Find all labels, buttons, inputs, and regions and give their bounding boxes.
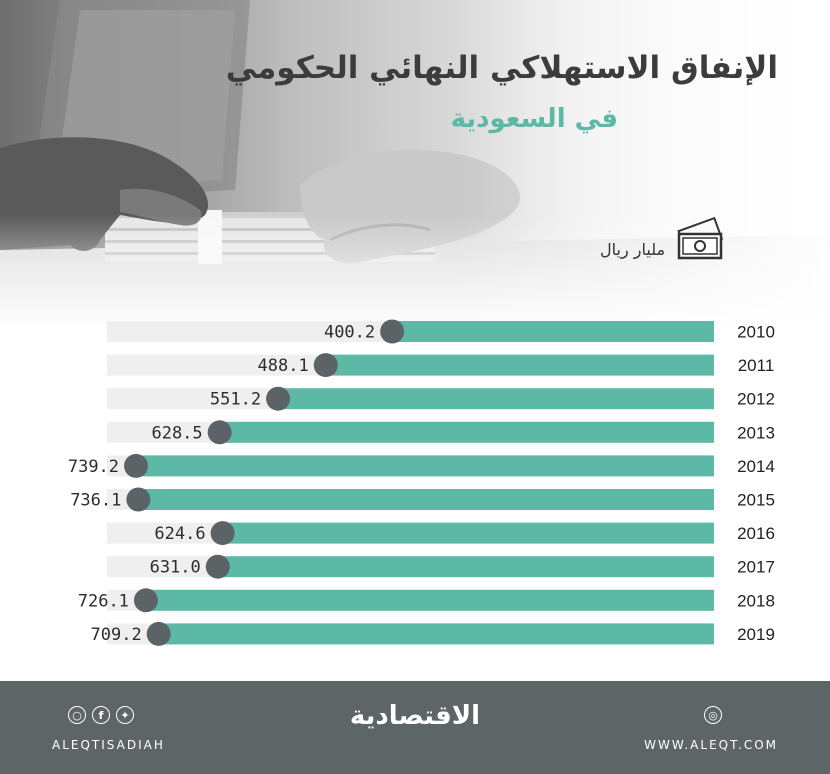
brand-logo: الاقتصادية <box>349 701 481 731</box>
chart-subtitle: في السعودية <box>450 104 618 134</box>
category-label: 2013 <box>737 423 775 442</box>
unit-legend: مليار ريال <box>600 210 727 270</box>
bar <box>325 354 714 376</box>
value-label: 624.6 <box>154 524 205 544</box>
twitter-icon[interactable]: ✦ <box>116 706 134 724</box>
bar-marker <box>205 554 230 579</box>
category-label: 2010 <box>737 323 775 342</box>
value-label: 488.1 <box>258 356 309 376</box>
header-photo <box>0 0 830 330</box>
instagram-icon[interactable]: ○ <box>68 706 86 724</box>
value-label: 736.1 <box>70 491 121 511</box>
bar-marker <box>266 386 291 411</box>
category-label: 2015 <box>737 491 775 510</box>
footer: ○ f ✦ ALEQTISADIAH الاقتصادية ◎ WWW.ALEQ… <box>0 681 830 774</box>
facebook-icon[interactable]: f <box>92 706 110 724</box>
category-label: 2018 <box>737 591 775 610</box>
value-label: 400.2 <box>324 323 375 343</box>
value-label: 739.2 <box>68 457 119 477</box>
bar <box>136 455 714 477</box>
bar-marker <box>313 353 338 378</box>
bar <box>138 489 714 510</box>
bar-marker <box>126 487 151 512</box>
bar <box>222 522 715 544</box>
bar <box>392 321 714 342</box>
value-label: 628.5 <box>151 423 202 443</box>
category-label: 2016 <box>737 524 775 543</box>
social-links: ○ f ✦ <box>68 706 134 724</box>
bar <box>278 388 714 410</box>
bar-marker <box>380 319 405 344</box>
bar-marker <box>124 453 149 478</box>
category-label: 2019 <box>737 625 775 644</box>
value-label: 709.2 <box>91 625 142 645</box>
category-label: 2017 <box>737 558 775 577</box>
bar <box>217 556 715 578</box>
social-handle[interactable]: ALEQTISADIAH <box>52 738 165 752</box>
value-label: 551.2 <box>210 390 261 410</box>
unit-label: مليار ريال <box>600 239 666 259</box>
bar-chart: 400.2 2010 488.1 2011 551.2 2012 628.5 2013 739.… <box>68 319 775 646</box>
category-label: 2012 <box>737 390 775 409</box>
bar <box>158 623 714 645</box>
money-icon <box>677 216 724 260</box>
bar-marker <box>207 420 232 445</box>
bar <box>219 421 714 443</box>
bar <box>145 589 714 611</box>
value-label: 726.1 <box>78 591 129 611</box>
category-label: 2011 <box>738 356 775 375</box>
globe-icon[interactable]: ◎ <box>704 706 722 724</box>
value-label: 631.0 <box>150 558 201 578</box>
bar-marker <box>146 621 171 646</box>
chart-title: الإنفاق الاستهلاكي النهائي الحكومي <box>225 50 778 86</box>
category-label: 2014 <box>737 457 775 476</box>
bar-marker <box>210 521 235 546</box>
website-link[interactable]: WWW.ALEQT.COM <box>644 738 778 752</box>
bar-marker <box>133 588 158 613</box>
